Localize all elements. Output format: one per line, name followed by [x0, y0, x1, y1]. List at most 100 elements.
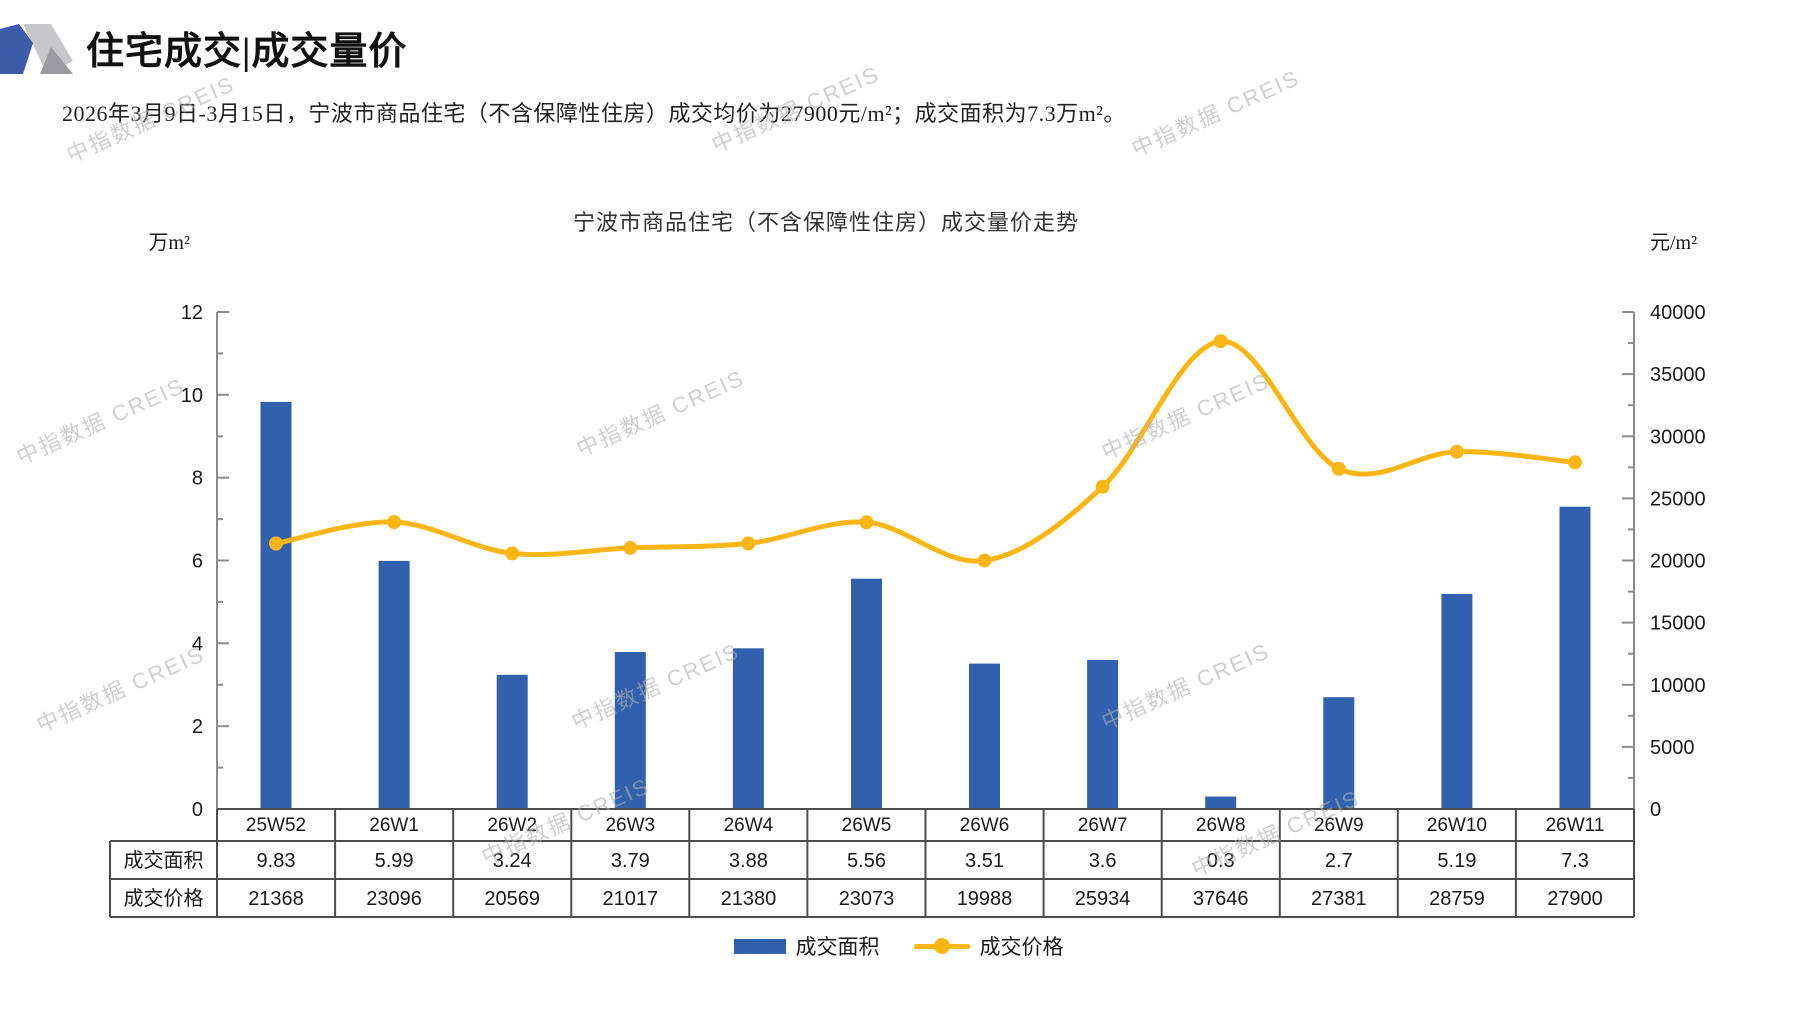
- table-cell-成交面积-26W8: 0.3: [1207, 850, 1235, 872]
- bar-26W7: [1087, 659, 1119, 809]
- table-cell-成交价格-26W6: 19988: [957, 888, 1013, 910]
- right-axis-unit: 元/m²: [1650, 232, 1697, 254]
- axis-tick-label: 35000: [1650, 364, 1706, 386]
- price-marker-26W5: [859, 515, 874, 530]
- legend-item-price: 成交价格: [913, 931, 1064, 961]
- table-cell-成交面积-25W52: 9.83: [257, 850, 296, 872]
- table-cell-成交价格-26W5: 23073: [839, 888, 895, 910]
- category-label-26W4: 26W4: [724, 815, 774, 836]
- table-cell-成交价格-26W9: 27381: [1311, 888, 1367, 910]
- table-cell-成交面积-26W5: 5.56: [847, 850, 886, 872]
- category-label-26W1: 26W1: [369, 815, 419, 836]
- category-label-26W6: 26W6: [960, 815, 1010, 836]
- category-label-26W11: 26W11: [1546, 815, 1605, 836]
- axis-tick-label: 15000: [1650, 613, 1706, 635]
- bar-26W10: [1441, 594, 1473, 809]
- bars-series: [260, 401, 1591, 809]
- logo-icon: [0, 24, 73, 74]
- legend-label-area: 成交面积: [795, 935, 880, 959]
- category-label-26W10: 26W10: [1427, 815, 1487, 836]
- bar-26W3: [614, 652, 646, 809]
- legend-label-price: 成交价格: [979, 935, 1064, 959]
- category-label-25W52: 25W52: [246, 815, 306, 836]
- price-marker-26W9: [1331, 461, 1346, 476]
- logo-shape-dark-gray: [40, 47, 73, 74]
- legend-item-area: 成交面积: [733, 931, 880, 961]
- chart-title: 宁波市商品住宅（不含保障性住房）成交量价走势: [572, 210, 1080, 235]
- line-swatch-icon: [913, 938, 970, 954]
- price-line: [273, 338, 1578, 564]
- price-marker-26W6: [977, 553, 992, 568]
- axis-tick-label: 30000: [1650, 426, 1706, 448]
- summary-text: 2026年3月9日-3月15日，宁波市商品住宅（不含保障性住房）成交均价为279…: [62, 101, 1126, 126]
- table-cell-成交价格-26W8: 37646: [1193, 888, 1249, 910]
- price-marker-25W52: [269, 536, 283, 551]
- axis-tick-label: 4: [192, 633, 203, 655]
- bar-26W2: [496, 674, 528, 809]
- axis-tick-label: 6: [192, 551, 203, 573]
- table-cell-成交价格-26W1: 23096: [366, 888, 422, 910]
- table-cell-成交价格-26W3: 21017: [602, 888, 658, 910]
- price-marker-26W10: [1449, 444, 1464, 459]
- bar-26W6: [969, 663, 1000, 809]
- table-cell-成交面积-26W10: 5.19: [1437, 850, 1476, 872]
- category-label-26W5: 26W5: [842, 815, 892, 836]
- table-cell-成交面积-26W7: 3.6: [1089, 850, 1117, 872]
- table-cell-成交价格-26W2: 20569: [484, 888, 540, 910]
- category-label-26W9: 26W9: [1314, 815, 1364, 836]
- axis-tick-label: 8: [192, 468, 203, 490]
- logo-shape-blue: [0, 24, 33, 74]
- axis-tick-label: 0: [192, 799, 203, 821]
- price-marker-26W7: [1095, 479, 1110, 494]
- bar-swatch-icon: [733, 938, 786, 954]
- bar-25W52: [260, 401, 292, 809]
- bar-26W9: [1323, 697, 1355, 809]
- table-cell-成交面积-26W9: 2.7: [1325, 850, 1353, 872]
- category-label-26W2: 26W2: [487, 815, 537, 836]
- bar-26W11: [1559, 506, 1591, 809]
- price-marker-26W11: [1568, 455, 1582, 470]
- axis-tick-label: 25000: [1650, 488, 1706, 510]
- price-marker-26W3: [623, 540, 638, 555]
- page-title: 住宅成交|成交量价: [86, 31, 408, 73]
- price-marker-26W1: [387, 515, 402, 529]
- table-cell-成交面积-26W11: 7.3: [1561, 850, 1589, 872]
- left-axis-unit: 万m²: [148, 232, 190, 254]
- category-label-26W8: 26W8: [1196, 815, 1246, 836]
- data-table: 25W52 26W1 26W2 26W3 26W4 26W5 26W6 26W7 26W8 26W…: [109, 808, 1635, 918]
- bar-26W5: [851, 578, 882, 809]
- table-cell-成交价格-26W11: 27900: [1547, 888, 1603, 910]
- axis-tick-label: 20000: [1650, 551, 1706, 573]
- bar-26W8: [1205, 796, 1237, 809]
- bar-26W1: [378, 560, 410, 809]
- table-cell-成交面积-26W4: 3.88: [729, 850, 768, 872]
- category-label-26W7: 26W7: [1078, 815, 1128, 836]
- table-cell-成交面积-26W1: 5.99: [375, 850, 414, 872]
- table-cell-成交价格-25W52: 21368: [248, 888, 304, 910]
- table-cell-成交面积-26W6: 3.51: [965, 850, 1004, 872]
- axis-tick-label: 12: [181, 302, 203, 324]
- axis-tick-label: 10: [181, 385, 203, 407]
- axis-tick-label: 40000: [1650, 302, 1706, 324]
- price-marker-26W8: [1213, 334, 1228, 349]
- chart-legend: 成交面积 成交价格: [0, 931, 1797, 961]
- price-marker-26W4: [741, 536, 756, 551]
- price-marker-26W2: [505, 546, 520, 561]
- axis-tick-label: 5000: [1650, 737, 1695, 759]
- table-row-header: 成交面积: [124, 849, 204, 872]
- table-cell-成交价格-26W10: 28759: [1429, 888, 1485, 910]
- table-cell-成交面积-26W3: 3.79: [611, 850, 650, 872]
- table-cell-成交价格-26W7: 25934: [1075, 888, 1131, 910]
- price-line-series: [269, 334, 1582, 568]
- bar-26W4: [732, 648, 764, 809]
- table-cell-成交价格-26W4: 21380: [721, 888, 777, 910]
- axis-tick-label: 10000: [1650, 675, 1706, 697]
- table-cell-成交面积-26W2: 3.24: [493, 850, 532, 872]
- axes: 0 2 4 6 8 10 12 0 5000 10000 15000 20000 25000 30000 3…: [148, 232, 1705, 821]
- category-label-26W3: 26W3: [605, 815, 655, 836]
- table-row-header: 成交价格: [124, 887, 204, 910]
- axis-tick-label: 2: [192, 716, 203, 738]
- axis-tick-label: 0: [1650, 799, 1661, 821]
